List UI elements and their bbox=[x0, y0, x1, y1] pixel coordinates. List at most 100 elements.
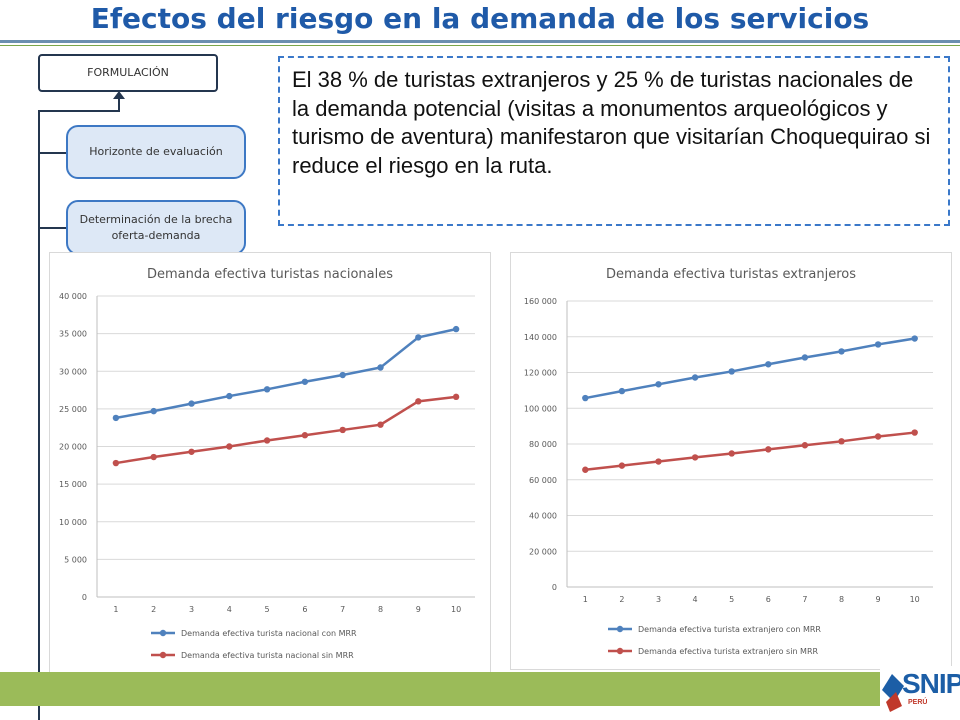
arrowhead-icon bbox=[113, 91, 125, 99]
y-tick-label: 35 000 bbox=[59, 330, 87, 339]
chart-extranjeros: Demanda efectiva turistas extranjeros 0 20… bbox=[510, 252, 952, 670]
x-tick-label: 5 bbox=[265, 605, 270, 614]
data-point bbox=[728, 368, 735, 375]
series-line-0 bbox=[115, 327, 457, 420]
y-tick-label: 30 000 bbox=[59, 367, 87, 376]
x-tick-label: 8 bbox=[378, 605, 383, 614]
data-point bbox=[339, 371, 346, 379]
data-point bbox=[838, 438, 845, 445]
x-tick-label: 4 bbox=[693, 595, 698, 604]
chart-title: Demanda efectiva turistas extranjeros bbox=[606, 267, 856, 282]
y-tick-label: 160 000 bbox=[524, 297, 557, 306]
legend-label: Demanda efectiva turista nacional con MR… bbox=[181, 629, 357, 638]
data-point bbox=[765, 446, 772, 453]
data-point bbox=[150, 407, 157, 415]
data-point bbox=[415, 398, 422, 405]
x-tick-label: 1 bbox=[113, 605, 118, 614]
data-point bbox=[655, 381, 662, 388]
x-tick-label: 3 bbox=[656, 595, 661, 604]
data-point bbox=[691, 374, 699, 381]
x-tick-label: 3 bbox=[189, 605, 194, 614]
data-point bbox=[150, 453, 157, 461]
data-point bbox=[618, 462, 626, 469]
data-point bbox=[838, 348, 845, 355]
y-tick-label: 10 000 bbox=[59, 518, 87, 527]
data-point bbox=[691, 454, 699, 461]
data-point bbox=[263, 437, 271, 444]
legend-marker bbox=[159, 651, 167, 659]
data-point bbox=[415, 334, 422, 341]
logo-subtext: PERÚ bbox=[908, 699, 928, 706]
flow-connector-vertical bbox=[38, 110, 40, 720]
data-point bbox=[801, 442, 809, 449]
flow-connector-step1 bbox=[38, 152, 66, 154]
x-tick-label: 5 bbox=[729, 595, 734, 604]
y-tick-label: 140 000 bbox=[524, 333, 557, 342]
logo-text: SNIP bbox=[902, 668, 960, 699]
flow-connector-up bbox=[118, 96, 120, 112]
data-point bbox=[582, 394, 589, 402]
title-divider-accent bbox=[0, 45, 960, 46]
data-point bbox=[301, 432, 309, 439]
x-tick-label: 9 bbox=[876, 595, 881, 604]
y-tick-label: 20 000 bbox=[59, 443, 87, 452]
data-point bbox=[112, 414, 120, 422]
chart-title: Demanda efectiva turistas nacionales bbox=[147, 267, 393, 282]
x-tick-label: 6 bbox=[302, 605, 307, 614]
data-point bbox=[874, 341, 882, 348]
x-tick-label: 6 bbox=[766, 595, 771, 604]
y-tick-label: 25 000 bbox=[59, 405, 87, 414]
x-tick-label: 9 bbox=[416, 605, 421, 614]
y-tick-label: 60 000 bbox=[529, 476, 557, 485]
flow-connector-step2 bbox=[38, 227, 66, 229]
x-tick-label: 10 bbox=[910, 595, 920, 604]
chart-svg: Demanda efectiva turistas nacionales 0 5 0… bbox=[59, 267, 475, 660]
legend-marker bbox=[159, 629, 167, 637]
x-tick-label: 4 bbox=[227, 605, 232, 614]
x-tick-label: 2 bbox=[619, 595, 624, 604]
legend-label: Demanda efectiva turista nacional sin MR… bbox=[181, 651, 354, 660]
data-point bbox=[582, 466, 589, 473]
data-point bbox=[765, 361, 772, 368]
legend-label: Demanda efectiva turista extranjero con … bbox=[638, 625, 821, 634]
data-point bbox=[618, 387, 626, 395]
y-tick-label: 40 000 bbox=[529, 512, 557, 521]
x-tick-label: 1 bbox=[583, 595, 588, 604]
data-point bbox=[188, 400, 195, 407]
x-tick-label: 10 bbox=[451, 605, 461, 614]
data-point bbox=[263, 386, 271, 393]
y-tick-label: 120 000 bbox=[524, 369, 557, 378]
formulacion-box: FORMULACIÓN bbox=[38, 54, 218, 92]
x-tick-label: 7 bbox=[340, 605, 345, 614]
chart-nacionales: Demanda efectiva turistas nacionales 0 5 0… bbox=[49, 252, 491, 674]
series-line-1 bbox=[115, 395, 457, 465]
series-line-1 bbox=[585, 431, 915, 471]
data-point bbox=[377, 364, 384, 371]
data-point bbox=[112, 459, 120, 467]
key-finding-text: El 38 % de turistas extranjeros y 25 % d… bbox=[278, 56, 950, 226]
y-tick-label: 80 000 bbox=[529, 440, 557, 449]
data-point bbox=[301, 378, 309, 385]
snip-logo: SNIP PERÚ bbox=[880, 666, 960, 720]
data-point bbox=[339, 426, 346, 434]
x-tick-label: 7 bbox=[802, 595, 807, 604]
slide-title: Efectos del riesgo en la demanda de los … bbox=[90, 2, 870, 35]
series-line-0 bbox=[585, 337, 915, 400]
y-tick-label: 40 000 bbox=[59, 292, 87, 301]
data-point bbox=[377, 421, 384, 428]
step-brecha: Determinación de la brecha oferta-demand… bbox=[66, 200, 246, 255]
y-tick-label: 15 000 bbox=[59, 480, 87, 489]
y-tick-label: 20 000 bbox=[529, 547, 557, 556]
y-tick-label: 5 000 bbox=[64, 555, 87, 564]
data-point bbox=[226, 392, 233, 400]
data-point bbox=[452, 393, 460, 401]
data-point bbox=[911, 335, 918, 342]
data-point bbox=[188, 448, 195, 455]
data-point bbox=[911, 429, 918, 436]
chart-svg: Demanda efectiva turistas extranjeros 0 20… bbox=[524, 267, 933, 656]
data-point bbox=[226, 443, 233, 450]
data-point bbox=[801, 354, 809, 361]
legend-marker bbox=[616, 625, 624, 633]
legend-label: Demanda efectiva turista extranjero sin … bbox=[638, 647, 819, 656]
snip-logo-icon bbox=[882, 674, 904, 712]
